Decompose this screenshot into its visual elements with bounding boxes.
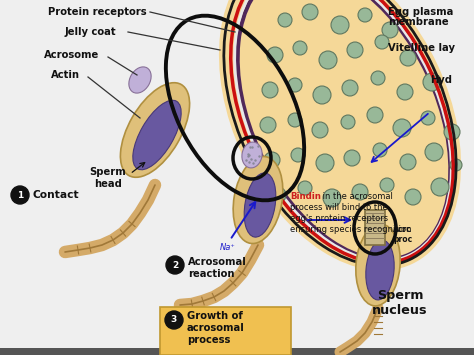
Text: 3: 3 <box>171 316 177 324</box>
Circle shape <box>421 111 435 125</box>
Circle shape <box>264 152 280 168</box>
Circle shape <box>431 178 449 196</box>
Text: Egg plasma: Egg plasma <box>388 7 453 17</box>
Circle shape <box>375 35 389 49</box>
Circle shape <box>393 119 411 137</box>
Text: Contact: Contact <box>33 190 80 200</box>
Circle shape <box>382 22 398 38</box>
Circle shape <box>262 82 278 98</box>
Text: process: process <box>187 335 230 345</box>
Circle shape <box>344 150 360 166</box>
Circle shape <box>450 159 462 171</box>
Circle shape <box>302 4 318 20</box>
Text: Sperm
head: Sperm head <box>90 167 127 189</box>
Ellipse shape <box>356 224 400 306</box>
Text: Jelly coat: Jelly coat <box>64 27 116 37</box>
Ellipse shape <box>120 83 190 177</box>
Circle shape <box>347 42 363 58</box>
Text: 1: 1 <box>17 191 23 200</box>
Circle shape <box>444 124 460 140</box>
Circle shape <box>319 51 337 69</box>
FancyBboxPatch shape <box>161 306 292 355</box>
Circle shape <box>400 50 416 66</box>
Circle shape <box>331 16 349 34</box>
Ellipse shape <box>129 67 151 93</box>
Circle shape <box>371 71 385 85</box>
Text: Acrosomal: Acrosomal <box>188 257 247 267</box>
Text: acrosomal: acrosomal <box>187 323 245 333</box>
Text: process will bind to the: process will bind to the <box>290 203 388 212</box>
Ellipse shape <box>242 142 262 168</box>
Text: Vitelline lay: Vitelline lay <box>388 43 455 53</box>
Text: 2: 2 <box>172 261 178 269</box>
Circle shape <box>293 41 307 55</box>
Text: in the acrosomal: in the acrosomal <box>320 192 393 201</box>
Circle shape <box>298 181 312 195</box>
Circle shape <box>313 86 331 104</box>
Text: Sperm: Sperm <box>377 289 423 301</box>
Circle shape <box>367 107 383 123</box>
Circle shape <box>288 78 302 92</box>
Text: nucleus: nucleus <box>372 304 428 317</box>
Circle shape <box>352 184 368 200</box>
Text: reaction: reaction <box>188 269 235 279</box>
Text: egg's protein receptors: egg's protein receptors <box>290 214 388 223</box>
Circle shape <box>341 115 355 129</box>
Text: Acrc: Acrc <box>393 225 412 234</box>
Text: ensuring species recognition: ensuring species recognition <box>290 225 411 234</box>
Circle shape <box>323 189 341 207</box>
Text: proc: proc <box>393 235 412 244</box>
Circle shape <box>291 148 305 162</box>
Circle shape <box>405 189 421 205</box>
Bar <box>0 348 474 355</box>
Circle shape <box>425 143 443 161</box>
Circle shape <box>400 154 416 170</box>
Circle shape <box>11 186 29 204</box>
Circle shape <box>342 80 358 96</box>
Text: Bindin: Bindin <box>290 192 321 201</box>
Circle shape <box>373 143 387 157</box>
Circle shape <box>423 73 441 91</box>
Circle shape <box>358 8 372 22</box>
Circle shape <box>397 84 413 100</box>
Ellipse shape <box>244 173 276 237</box>
Bar <box>365 210 385 245</box>
Ellipse shape <box>219 0 461 271</box>
Circle shape <box>270 187 286 203</box>
Text: membrane: membrane <box>388 17 448 27</box>
Text: Actin: Actin <box>51 70 80 80</box>
Text: Growth of: Growth of <box>187 311 243 321</box>
Text: Na⁺: Na⁺ <box>220 244 236 252</box>
Circle shape <box>312 122 328 138</box>
Circle shape <box>166 256 184 274</box>
Circle shape <box>165 311 183 329</box>
Circle shape <box>260 117 276 133</box>
Circle shape <box>267 47 283 63</box>
Text: Protein receptors: Protein receptors <box>48 7 146 17</box>
Text: Hyd: Hyd <box>430 75 452 85</box>
Circle shape <box>278 13 292 27</box>
Circle shape <box>316 154 334 172</box>
Circle shape <box>380 178 394 192</box>
Ellipse shape <box>366 240 394 300</box>
Ellipse shape <box>233 157 283 244</box>
Text: Acrosome: Acrosome <box>45 50 100 60</box>
Ellipse shape <box>133 100 181 170</box>
Circle shape <box>288 113 302 127</box>
